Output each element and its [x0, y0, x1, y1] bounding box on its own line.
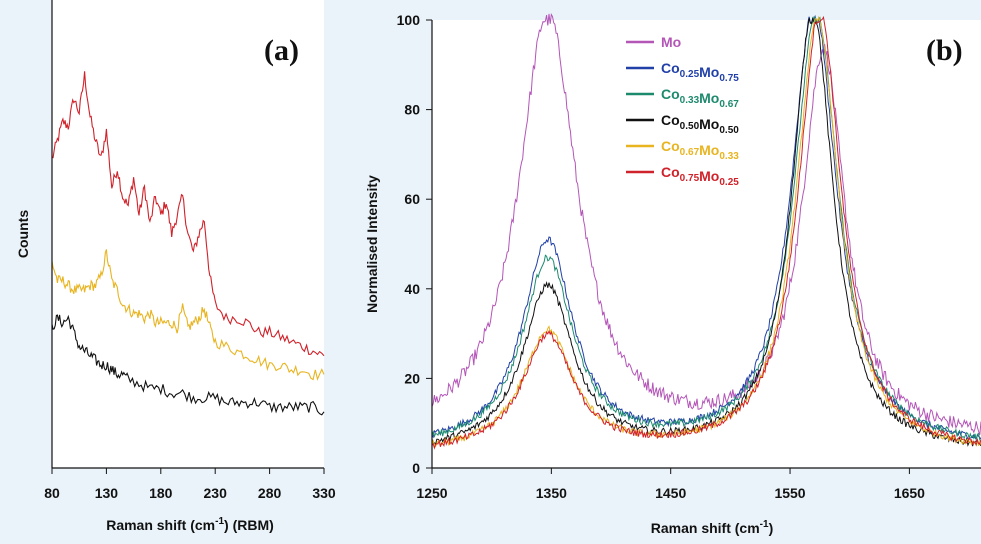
panel-a-series-0-line: [51, 71, 325, 357]
panel-b-series-group: [431, 12, 981, 450]
panel-a-x-tick-label: 130: [95, 485, 119, 501]
panel-a-series-1-line: [51, 249, 325, 381]
panel-a-x-tick-label: 80: [44, 485, 60, 501]
panel-a: 80 130 180 230 280 330 (a) Counts Raman shift…: [15, 0, 336, 533]
panel-b-plot-area: [432, 20, 981, 468]
panel-b-x-axis-title: Raman shift (cm-1): [651, 519, 774, 536]
panel-a-x-title-sup: -1: [215, 516, 224, 527]
panel-a-x-title-tail: ) (RBM): [224, 517, 274, 533]
panel-a-series-group: [51, 71, 325, 416]
panel-b-x-tick-label: 1250: [416, 485, 447, 501]
panel-b-x-tick-label: 1650: [894, 485, 925, 501]
panel-a-x-tick-label: 330: [312, 485, 336, 501]
legend-label: Mo: [661, 34, 681, 50]
panel-b-y-axis-title: Normalised Intensity: [364, 175, 380, 313]
panel-a-x-tick-label: 280: [258, 485, 282, 501]
panel-b-legend: MoCo0.25Mo0.75Co0.33Mo0.67Co0.50Mo0.50Co…: [626, 34, 739, 188]
panel-a-label: (a): [264, 34, 299, 67]
panel-a-ticks: 80 130 180 230 280 330: [44, 468, 336, 501]
panel-b-series-3-line: [431, 16, 981, 447]
legend-label: Co0.50Mo0.50: [661, 112, 739, 136]
legend-label: Co0.67Mo0.33: [661, 138, 739, 162]
panel-b-x-tick-label: 1550: [774, 485, 805, 501]
panel-b-series-2-line: [431, 16, 981, 441]
panel-b-y-tick-label: 80: [404, 102, 420, 118]
panel-b-x-tick-label: 1350: [536, 485, 567, 501]
panel-b-y-tick-label: 60: [404, 191, 420, 207]
panel-b-x-title-main: Raman shift (cm: [651, 520, 760, 536]
panel-b-x-title-tail: ): [769, 520, 774, 536]
panel-a-x-axis-title: Raman shift (cm-1) (RBM): [106, 516, 274, 533]
panel-b-label: (b): [926, 34, 963, 67]
panel-b-y-tick-label: 40: [404, 281, 420, 297]
legend-label: Co0.33Mo0.67: [661, 86, 739, 110]
panel-b-series-0-line: [431, 12, 981, 435]
panel-a-x-tick-label: 230: [204, 485, 228, 501]
legend-label: Co0.75Mo0.25: [661, 164, 739, 188]
panel-a-x-tick-label: 180: [149, 485, 173, 501]
panel-a-y-axis-title: Counts: [15, 210, 31, 258]
panel-b: 1250 1350 1450 1550 1650 0 20 40 60 80 100 Mo Co0.2…: [364, 12, 981, 536]
panel-b-x-title-sup: -1: [760, 519, 769, 530]
panel-b-series-5-line: [431, 15, 981, 450]
panel-a-x-title-main: Raman shift (cm: [106, 517, 215, 533]
panel-b-ticks: 1250 1350 1450 1550 1650 0 20 40 60 80 100: [397, 12, 926, 501]
panel-a-series-2-line: [51, 314, 325, 416]
panel-b-y-tick-label: 100: [397, 12, 421, 28]
legend-label: Co0.25Mo0.75: [661, 60, 739, 84]
panel-b-x-tick-label: 1450: [655, 485, 686, 501]
panel-b-y-tick-label: 20: [404, 370, 420, 386]
panel-b-y-tick-label: 0: [412, 460, 420, 476]
